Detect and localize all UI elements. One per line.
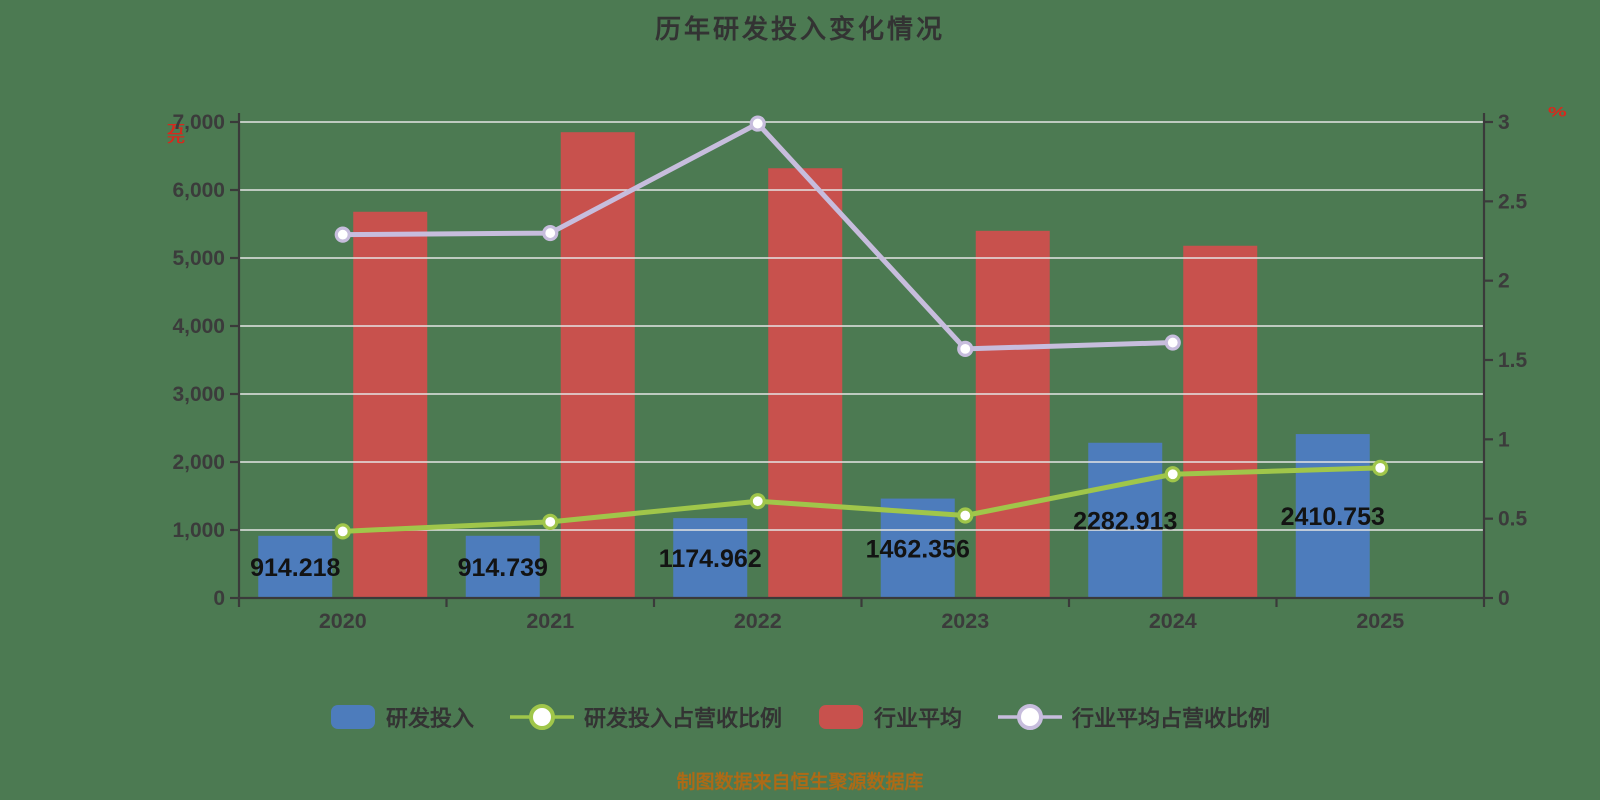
line-point [749, 115, 766, 132]
x-axis-category-label: 2024 [1149, 609, 1197, 633]
legend-item-rd-investment: 研发投入 [330, 701, 474, 733]
line-point [1164, 334, 1181, 351]
bar-value-label-2020: 914.218 [250, 554, 340, 582]
legend: 研发投入 研发投入占营收比例 行业平均 行业平均占营收比例 [0, 701, 1600, 733]
line-point [749, 493, 766, 510]
x-axis-category-label: 2021 [526, 609, 574, 633]
grid-lines [239, 121, 1484, 531]
line-point [542, 224, 559, 242]
rd-ratio-line [334, 459, 1389, 540]
legend-label: 行业平均占营收比例 [1072, 706, 1271, 731]
legend-label: 行业平均 [874, 706, 963, 731]
line-point [1372, 459, 1389, 476]
left-axis-tick-label: 4,000 [172, 315, 225, 338]
bar-value-label-2024: 2282.913 [1073, 507, 1177, 535]
line-point [1164, 466, 1181, 483]
line-marker-icon [998, 704, 1063, 730]
industry-average-bar-2022 [768, 168, 843, 599]
legend-item-rd-ratio: 研发投入占营收比例 [509, 701, 782, 733]
industry-average-bar-2021 [560, 132, 635, 598]
left-axis-tick-label: 7,000 [172, 111, 225, 134]
line-point [957, 507, 974, 524]
axis-tick-labels: 0 1,000 2,000 3,000 4,000 5,000 6,000 7,000 0 0.5… [172, 111, 1527, 633]
bar-swatch-icon [819, 705, 863, 729]
industry-average-bar-2020 [353, 211, 428, 598]
legend-item-industry-average: 行业平均 [818, 701, 962, 733]
right-axis-tick-label: 2.5 [1498, 190, 1528, 213]
axes [230, 113, 1493, 607]
bar-value-label-2023: 1462.356 [866, 535, 970, 563]
bar-value-label-2022: 1174.962 [659, 545, 762, 573]
x-axis-category-label: 2022 [734, 609, 782, 633]
x-axis-category-label: 2020 [319, 609, 367, 633]
rd-investment-bar-2020 [258, 535, 333, 598]
line-point [334, 226, 351, 243]
legend-label: 研发投入 [385, 706, 474, 731]
legend-item-industry-ratio: 行业平均占营收比例 [998, 701, 1270, 733]
right-axis-tick-label: 3 [1498, 111, 1510, 134]
bars-layer [258, 132, 1370, 599]
line-marker-icon [509, 704, 574, 730]
bar-value-label-2021: 914.739 [458, 554, 548, 582]
right-axis-tick-label: 0.5 [1498, 508, 1528, 531]
rd-investment-bar-2022 [673, 518, 748, 598]
line-point [957, 340, 974, 357]
bar-value-labels: 914.218 914.739 1174.962 1462.356 2282.913 24… [250, 503, 1385, 582]
right-axis-tick-label: 1.5 [1498, 349, 1528, 372]
line-point [334, 523, 351, 540]
industry-average-bar-2024 [1183, 245, 1258, 598]
left-axis-tick-label: 0 [213, 587, 225, 610]
right-axis-tick-label: 1 [1498, 428, 1510, 451]
legend-label: 研发投入占营收比例 [583, 706, 782, 731]
right-axis-tick-label: 0 [1498, 587, 1510, 610]
rd-investment-bar-2021 [465, 535, 540, 598]
rd-investment-bar-2024 [1088, 442, 1163, 598]
bar-value-label-2025: 2410.753 [1281, 503, 1385, 531]
industry-average-bar-2023 [975, 230, 1050, 599]
left-axis-tick-label: 3,000 [172, 383, 225, 406]
industry-ratio-line [334, 115, 1181, 357]
left-axis-tick-label: 5,000 [172, 247, 225, 270]
line-point [542, 513, 559, 530]
x-axis-category-label: 2025 [1356, 609, 1404, 633]
right-axis-tick-label: 2 [1498, 270, 1510, 293]
left-axis-tick-label: 6,000 [172, 179, 225, 202]
source-note: 制图数据来自恒生聚源数据库 [676, 772, 924, 793]
right-axis-unit-label: % [1548, 105, 1567, 120]
chart-title: 历年研发投入变化情况 [654, 14, 945, 44]
left-axis-tick-label: 1,000 [172, 519, 225, 542]
x-axis-category-label: 2023 [941, 609, 989, 633]
bar-swatch-icon [330, 705, 375, 729]
left-axis-tick-label: 2,000 [172, 451, 225, 474]
left-axis-unit-label: 万元 [165, 123, 185, 142]
